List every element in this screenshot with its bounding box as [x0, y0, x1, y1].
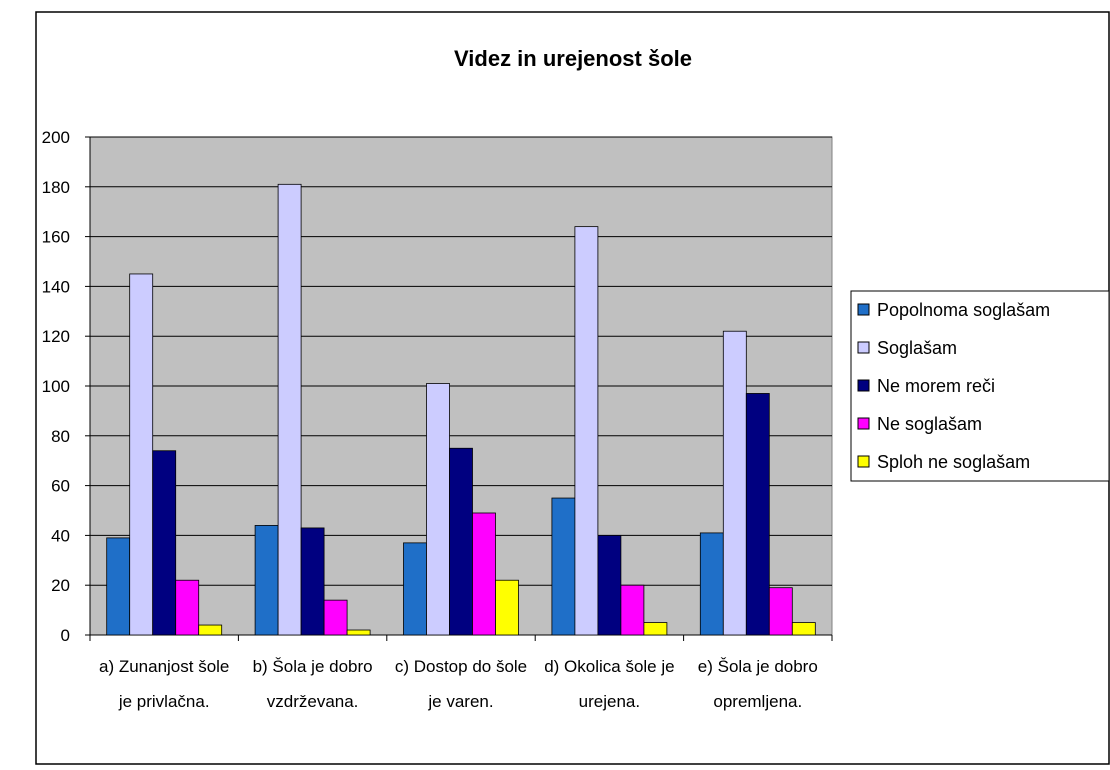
y-tick-label: 80: [51, 427, 70, 446]
bar: [152, 450, 177, 636]
bar: [574, 226, 599, 636]
y-tick-label: 0: [61, 626, 70, 645]
y-tick-label: 100: [42, 377, 70, 396]
bar: [791, 622, 816, 636]
legend-swatch: [857, 455, 870, 468]
bar: [597, 535, 622, 636]
bar: [495, 579, 519, 636]
legend-swatch: [857, 303, 870, 316]
y-tick-label: 140: [42, 277, 70, 296]
bar: [198, 624, 223, 636]
legend-label: Ne soglašam: [877, 414, 982, 434]
x-tick-label: d) Okolica šole je urejena.: [544, 657, 674, 711]
bar: [346, 629, 371, 636]
bar: [426, 383, 450, 636]
bar: [254, 525, 279, 636]
bar: [699, 532, 724, 636]
bar: [403, 542, 427, 636]
y-tick-label: 120: [42, 327, 70, 346]
legend-swatch: [857, 379, 870, 392]
legend-label: Soglašam: [877, 338, 957, 358]
bar: [745, 393, 770, 636]
legend-swatch: [857, 341, 870, 354]
legend-swatch: [857, 417, 870, 430]
bar: [551, 497, 576, 636]
legend-label: Popolnoma soglašam: [877, 300, 1050, 320]
bar: [175, 579, 200, 636]
bar: [768, 587, 793, 636]
legend-box: [850, 290, 1110, 482]
bar: [620, 584, 645, 636]
y-tick-label: 60: [51, 477, 70, 496]
x-tick-label: a) Zunanjost šole je privlačna.: [99, 657, 229, 711]
chart-title: Videz in urejenost šole: [454, 46, 692, 71]
bar: [277, 183, 302, 636]
bar: [106, 537, 131, 636]
x-tick-label: b) Šola je dobro vzdrževana.: [253, 657, 373, 711]
bar: [722, 330, 747, 636]
bar: [472, 512, 496, 636]
bar: [449, 447, 473, 636]
bar: [323, 599, 348, 636]
x-tick-label: e) Šola je dobro opremljena.: [698, 657, 818, 711]
y-tick-label: 180: [42, 178, 70, 197]
bar: [300, 527, 325, 636]
bar: [643, 622, 668, 636]
legend-label: Ne morem reči: [877, 376, 995, 396]
y-tick-label: 200: [42, 128, 70, 147]
x-tick-label: c) Dostop do šole je varen.: [395, 657, 527, 711]
bar: [129, 273, 154, 636]
y-tick-label: 160: [42, 228, 70, 247]
y-tick-label: 20: [51, 576, 70, 595]
y-tick-label: 40: [51, 526, 70, 545]
legend-label: Sploh ne soglašam: [877, 452, 1030, 472]
